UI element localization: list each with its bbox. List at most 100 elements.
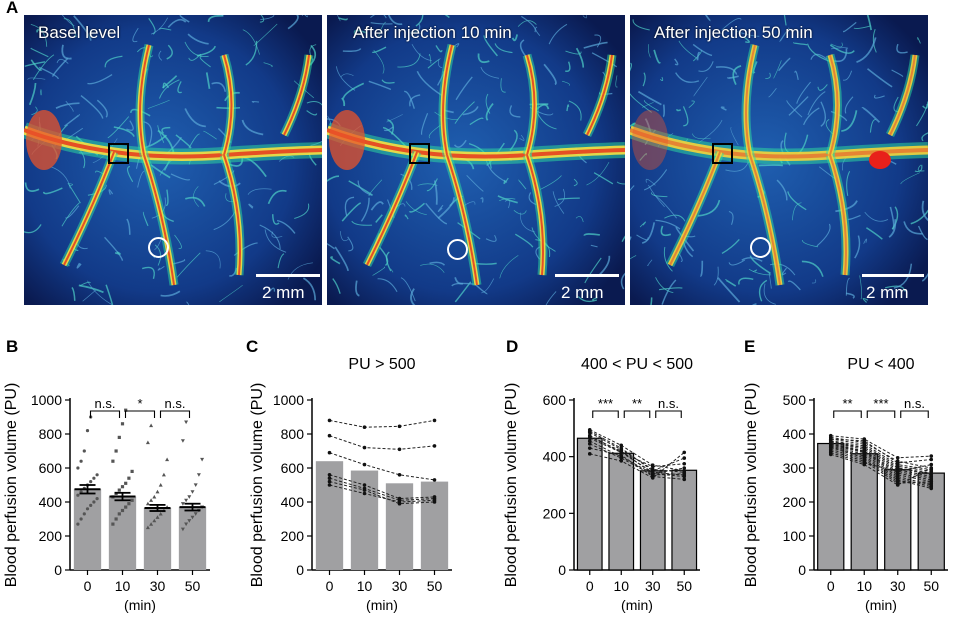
capillary-vessel <box>332 278 341 294</box>
capillary-vessel <box>641 222 656 244</box>
capillary-vessel <box>725 161 749 172</box>
image-title: Basel level <box>38 23 121 42</box>
y-tick-label: 1000 <box>31 392 62 408</box>
capillary-vessel <box>368 179 383 196</box>
vessel-core <box>829 54 839 156</box>
x-tick-label: 0 <box>586 578 594 594</box>
capillary-vessel <box>373 49 385 74</box>
capillary-vessel <box>661 279 677 305</box>
subject-point <box>587 452 592 456</box>
capillary-vessel <box>586 161 610 186</box>
subject-point <box>587 442 592 446</box>
subject-point <box>828 437 833 441</box>
x-tick-label: 30 <box>150 578 166 594</box>
capillary-vessel <box>688 100 695 109</box>
capillary-vessel <box>817 84 828 91</box>
data-point <box>145 501 150 506</box>
data-point <box>184 420 189 425</box>
capillary-vessel <box>165 189 169 206</box>
bar-0 <box>576 437 603 571</box>
capillary-vessel <box>675 72 700 83</box>
capillary-vessel <box>416 70 443 96</box>
significance-bracket <box>623 410 651 418</box>
vessel-core <box>829 154 847 276</box>
data-point <box>145 440 150 445</box>
capillary-vessel <box>896 43 908 54</box>
x-tick-label: 0 <box>84 578 92 594</box>
capillary-vessel <box>568 100 582 121</box>
capillary-vessel <box>543 63 557 86</box>
capillary-vessel <box>721 17 742 31</box>
subject-point <box>432 418 437 423</box>
capillary-vessel <box>444 15 450 19</box>
subject-point <box>828 440 833 445</box>
subject-point <box>327 450 332 455</box>
capillary-vessel <box>807 91 826 116</box>
capillary-vessel <box>891 69 904 78</box>
scale-bar-label: 2 mm <box>262 283 305 302</box>
capillary-vessel <box>642 102 654 108</box>
capillary-vessel <box>28 82 37 106</box>
capillary-vessel <box>174 234 182 249</box>
data-point <box>117 435 121 439</box>
capillary-vessel <box>653 49 661 64</box>
capillary-vessel <box>565 50 582 55</box>
capillary-vessel <box>162 75 178 89</box>
capillary-vessel <box>519 134 525 141</box>
capillary-vessel <box>485 234 497 242</box>
capillary-vessel <box>900 172 920 185</box>
subject-point <box>828 452 833 457</box>
vessel-core <box>223 154 241 276</box>
panel-letter-c: C <box>246 337 259 356</box>
subject-line <box>830 442 932 477</box>
capillary-vessel <box>786 99 803 118</box>
capillary-vessel <box>179 15 190 23</box>
capillary-vessel <box>185 196 206 207</box>
capillary-vessel <box>56 58 69 64</box>
capillary-vessel <box>187 33 209 45</box>
capillary-vessel <box>76 262 82 269</box>
capillary-vessel <box>271 214 280 225</box>
capillary-vessel <box>698 61 714 72</box>
vessel-core <box>889 54 916 136</box>
data-point <box>200 457 205 462</box>
capillary-vessel <box>659 76 664 82</box>
subject-point <box>327 479 332 484</box>
panel-letter-a: A <box>6 0 19 17</box>
capillary-vessel <box>341 202 362 222</box>
capillary-vessel <box>370 201 384 211</box>
subject-line <box>830 443 932 479</box>
capillary-vessel <box>699 260 704 277</box>
capillary-vessel <box>494 43 513 54</box>
subject-line <box>329 435 435 450</box>
capillary-vessel <box>720 106 727 111</box>
chart-d: 400 < PU < 500 Blood perfusion volume (PU… <box>503 356 700 613</box>
subject-line <box>589 440 685 477</box>
capillary-vessel <box>910 209 928 225</box>
capillary-vessel <box>355 280 360 297</box>
capillary-vessel <box>371 46 387 54</box>
x-tick-label: 30 <box>890 578 906 594</box>
image-title: After injection 50 min <box>654 23 813 42</box>
capillary-vessel <box>660 225 672 237</box>
capillary-vessel <box>803 107 820 126</box>
y-tick-label: 500 <box>783 392 807 408</box>
capillary-vessel <box>147 99 170 109</box>
x-tick-label: 10 <box>115 578 131 594</box>
subject-point <box>929 486 934 491</box>
significance-label: *** <box>873 396 888 411</box>
capillary-vessel <box>561 80 570 86</box>
capillary-vessel <box>647 44 651 58</box>
y-tick-label: 600 <box>281 460 305 476</box>
y-tick-label: 400 <box>543 449 567 465</box>
capillary-vessel <box>639 221 646 228</box>
data-point <box>120 485 125 489</box>
data-point <box>127 502 131 506</box>
capillary-vessel <box>429 261 446 266</box>
capillary-vessel <box>872 28 877 53</box>
capillary-vessel <box>368 80 392 91</box>
capillary-vessel <box>535 26 541 37</box>
capillary-vessel <box>32 54 55 80</box>
y-tick-label: 200 <box>783 494 807 510</box>
capillary-vessel <box>160 290 181 297</box>
